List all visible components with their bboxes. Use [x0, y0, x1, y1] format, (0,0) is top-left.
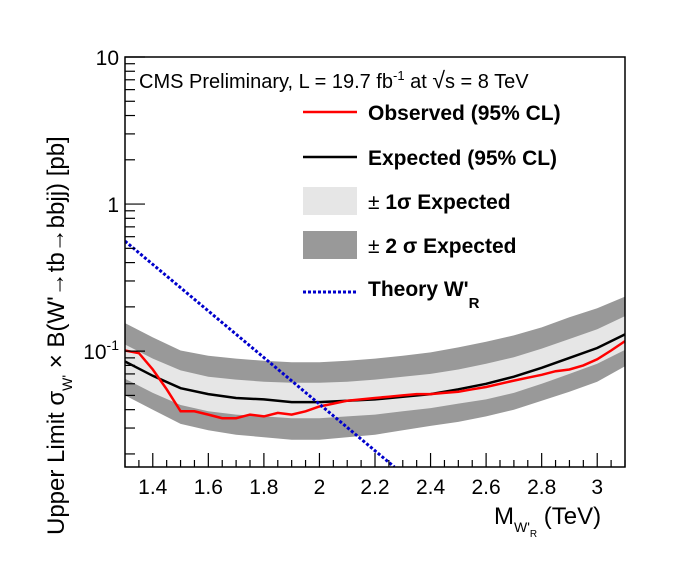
x-tick-label: 1.6 — [194, 476, 223, 499]
x-tick-label: 1.4 — [138, 476, 168, 499]
legend-observed-label: Observed (95% CL) — [368, 102, 561, 125]
x-tick-label: 2.6 — [472, 476, 501, 499]
y-tick-label: 1 — [107, 194, 119, 217]
y-tick-label: 10 — [96, 47, 119, 70]
x-tick-label: 1.8 — [249, 476, 278, 499]
legend-two-sigma-swatch — [303, 231, 357, 259]
legend-expected-label: Expected (95% CL) — [368, 147, 557, 170]
x-axis-tick-labels: 1.4 1.6 1.8 2 2.2 2.4 2.6 2.8 3 — [138, 476, 603, 499]
x-tick-label: 3 — [591, 476, 603, 499]
legend-one-sigma-label: ± 1σ Expected — [368, 191, 511, 214]
legend-two-sigma-label: ± 2 σ Expected — [368, 235, 516, 258]
legend-one-sigma-swatch — [303, 187, 357, 215]
x-tick-label: 2.8 — [527, 476, 556, 499]
x-tick-label: 2.2 — [360, 476, 389, 499]
chart-header: CMS Preliminary, L = 19.7 fb-1 at √s = 8… — [139, 67, 529, 93]
x-tick-label: 2 — [314, 476, 326, 499]
x-tick-label: 2.4 — [416, 476, 446, 499]
